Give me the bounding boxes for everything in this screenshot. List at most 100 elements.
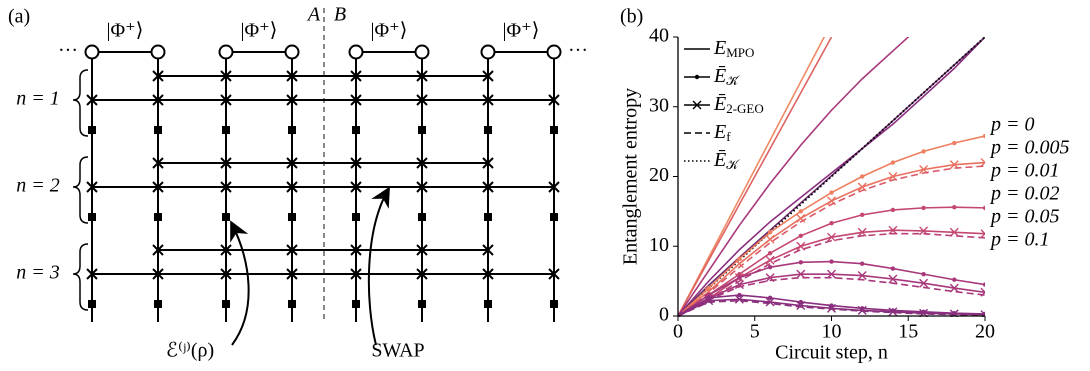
marker bbox=[798, 260, 803, 265]
y-tick-label: 40 bbox=[649, 25, 669, 47]
bell-label: |Φ⁺⟩ bbox=[371, 20, 408, 42]
channel bbox=[288, 213, 296, 221]
channel bbox=[222, 213, 230, 221]
swap-cross bbox=[152, 268, 164, 280]
legend-label: Ef bbox=[713, 121, 731, 144]
swap-cross bbox=[350, 157, 362, 169]
channel bbox=[484, 126, 492, 134]
swap-label: SWAP bbox=[371, 340, 424, 362]
legend-sub: 𝒦 bbox=[726, 157, 740, 172]
marker bbox=[737, 292, 742, 298]
series-line bbox=[678, 161, 985, 317]
channel bbox=[418, 126, 426, 134]
marker bbox=[952, 204, 957, 210]
swap-cross bbox=[220, 268, 232, 280]
marker bbox=[921, 149, 926, 154]
channel bbox=[550, 300, 558, 308]
panel-label: (a) bbox=[8, 6, 30, 28]
bell-label: |Φ⁺⟩ bbox=[107, 20, 144, 42]
x-tick-label: 15 bbox=[898, 321, 918, 343]
marker bbox=[890, 207, 896, 213]
bell-label: |Φ⁺⟩ bbox=[503, 20, 540, 42]
legend-main: Ē bbox=[713, 93, 726, 115]
legend-sub: f bbox=[726, 129, 731, 144]
qubit bbox=[414, 44, 430, 60]
swap-cross bbox=[220, 70, 232, 82]
channel bbox=[288, 126, 296, 134]
channel-label: ℰ⁽ʲ⁾(ρ) bbox=[166, 340, 214, 362]
legend-sub: 2-GEO bbox=[726, 101, 764, 116]
legend-sub: MPO bbox=[726, 45, 754, 60]
marker bbox=[829, 259, 834, 264]
marker bbox=[982, 205, 985, 211]
ellipsis: ··· bbox=[58, 40, 78, 62]
x-tick-label: 0 bbox=[673, 321, 683, 343]
cut-label: B bbox=[334, 4, 346, 26]
x-axis-label: Circuit step, n bbox=[775, 342, 888, 364]
marker bbox=[692, 100, 702, 110]
swap-cross bbox=[416, 268, 428, 280]
step-label: n = 2 bbox=[16, 175, 60, 197]
marker bbox=[829, 190, 834, 195]
legend-main: Ē bbox=[713, 65, 726, 87]
swap-cross bbox=[86, 181, 98, 193]
swap-cross bbox=[350, 181, 362, 193]
marker bbox=[734, 280, 744, 290]
series-line bbox=[678, 37, 985, 317]
channel bbox=[154, 213, 162, 221]
qubit bbox=[84, 44, 100, 60]
swap-cross bbox=[548, 94, 560, 106]
y-tick-label: 10 bbox=[649, 234, 669, 256]
channel bbox=[418, 300, 426, 308]
series-line bbox=[678, 276, 985, 317]
channel bbox=[352, 213, 360, 221]
marker bbox=[980, 229, 985, 239]
channel bbox=[154, 300, 162, 308]
swap-cross bbox=[416, 94, 428, 106]
marker bbox=[694, 74, 700, 80]
series-line bbox=[678, 232, 985, 317]
swap-cross bbox=[482, 268, 494, 280]
marker bbox=[829, 221, 834, 226]
annotation: p = 0.02 bbox=[989, 183, 1060, 205]
annotation: p = 0 bbox=[989, 114, 1035, 136]
marker bbox=[888, 307, 898, 317]
swap-cross bbox=[482, 94, 494, 106]
qubit bbox=[480, 44, 496, 60]
legend-label: Ē𝒦 bbox=[713, 149, 740, 172]
marker bbox=[860, 261, 865, 266]
y-axis-label: Entanglement entropy bbox=[620, 88, 642, 265]
step-label: n = 1 bbox=[16, 88, 60, 110]
marker bbox=[921, 205, 926, 211]
swap-cross bbox=[220, 244, 232, 256]
swap-cross bbox=[482, 244, 494, 256]
swap-cross bbox=[286, 268, 298, 280]
x-tick-label: 20 bbox=[975, 321, 995, 343]
brace bbox=[72, 69, 89, 137]
marker bbox=[704, 296, 714, 306]
swap-cross bbox=[350, 94, 362, 106]
marker bbox=[888, 274, 898, 284]
channel bbox=[154, 126, 162, 134]
x-tick-label: 10 bbox=[822, 321, 842, 343]
marker bbox=[798, 209, 803, 214]
swap-cross bbox=[286, 157, 298, 169]
legend-main: E bbox=[713, 121, 726, 143]
marker bbox=[982, 282, 985, 287]
marker bbox=[827, 232, 836, 242]
marker bbox=[765, 234, 775, 244]
swap-cross bbox=[220, 94, 232, 106]
x-tick-label: 5 bbox=[750, 321, 760, 343]
marker bbox=[767, 251, 773, 256]
marker bbox=[888, 225, 898, 235]
swap-cross bbox=[286, 94, 298, 106]
brace bbox=[72, 156, 89, 224]
bell-label: |Φ⁺⟩ bbox=[241, 20, 278, 42]
legend-label: Ē𝒦̃ bbox=[713, 65, 740, 88]
swap-cross bbox=[286, 181, 298, 193]
channel bbox=[288, 300, 296, 308]
qubit bbox=[546, 44, 562, 60]
channel bbox=[352, 126, 360, 134]
marker bbox=[767, 295, 773, 301]
